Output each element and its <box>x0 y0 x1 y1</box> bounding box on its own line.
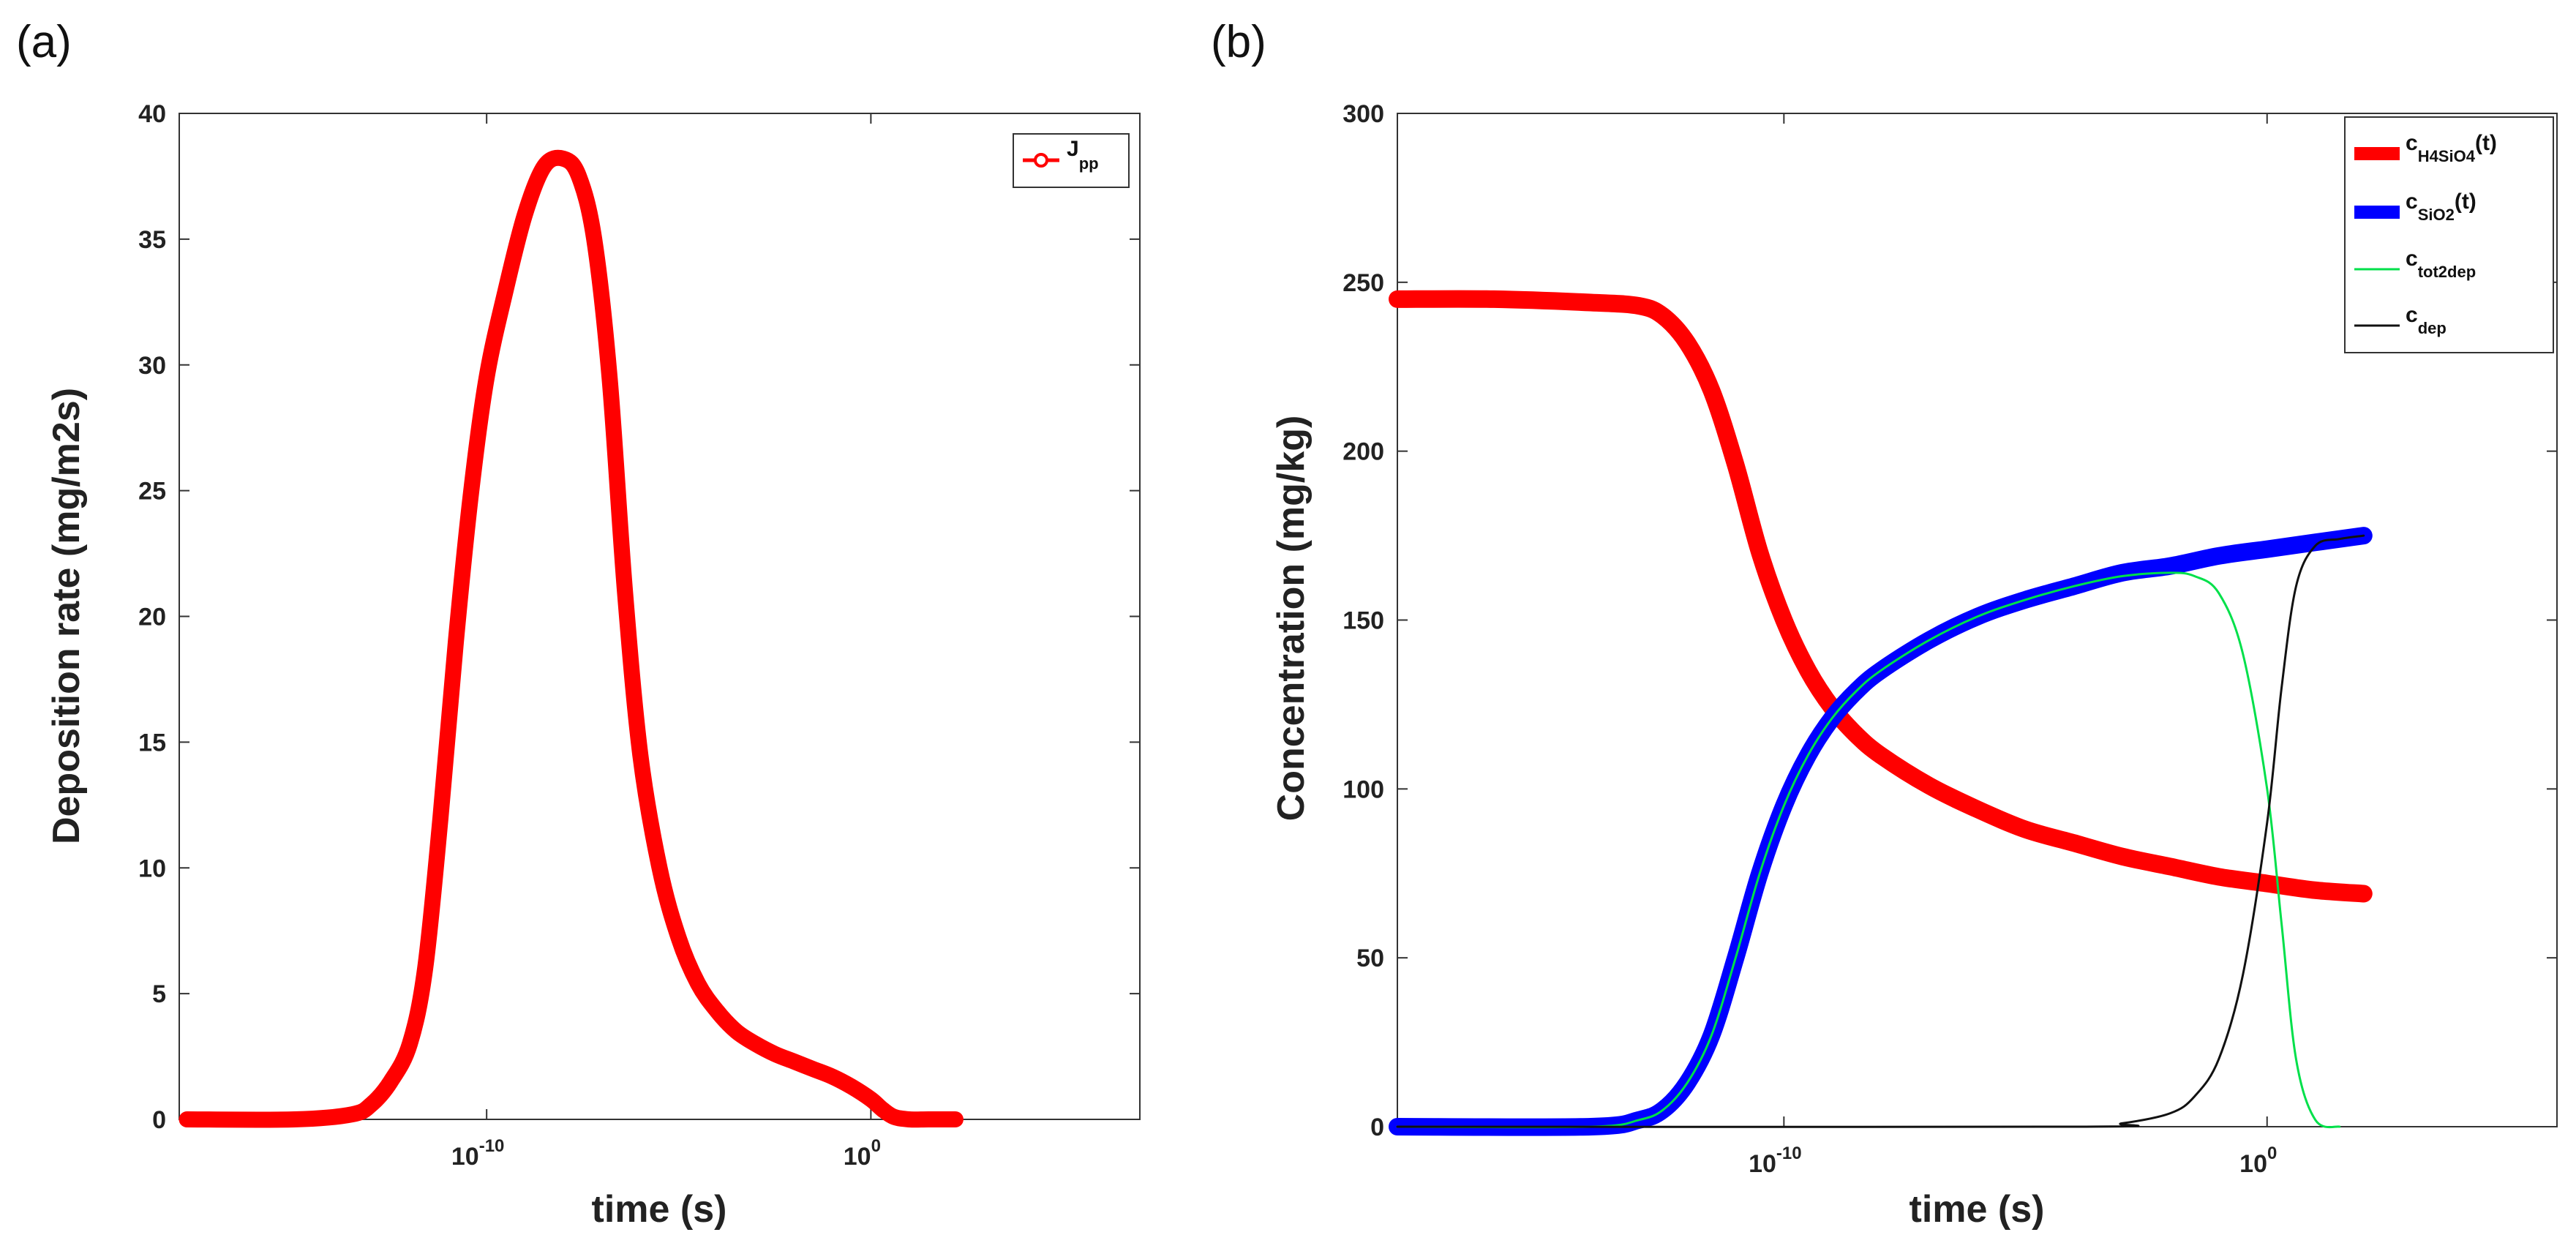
panel-b-series <box>1389 290 2373 1136</box>
panel-b-series-0-end-marker <box>2357 887 2370 900</box>
panel-b-legend: cH4SiO4(t) cSiO2(t) ctot2dep cdep <box>2344 116 2554 353</box>
legend-h4sio4-tail: (t) <box>2475 131 2497 155</box>
legend-sio2-sub: SiO2 <box>2418 206 2455 224</box>
panel-b-xtick-label-1-exponent: 0 <box>2267 1144 2277 1163</box>
panel-a-ytick-label-0: 0 <box>152 1106 166 1134</box>
legend-dep-label: cdep <box>2406 303 2447 337</box>
panel-a-series-pp-line <box>179 149 964 1128</box>
panel-a-plot-frame <box>179 113 1141 1120</box>
panel-a-legend: Jpp <box>1013 133 1130 188</box>
panel-a-ytick-label-1: 5 <box>152 980 166 1008</box>
legend-jpp-base: J <box>1067 137 1079 161</box>
legend-tot2dep-base: c <box>2406 247 2418 271</box>
panel-a-series-0-start-marker <box>181 1114 193 1125</box>
panel-a-ytick-label-3: 15 <box>138 729 166 756</box>
panel-a-legend-label: Jpp <box>1067 137 1099 173</box>
panel-a-series-0-end-marker <box>949 1114 961 1125</box>
panel-b-x-axis-title: time (s) <box>1910 1188 2045 1231</box>
panel-b-series-sio2-line <box>1389 527 2373 1136</box>
legend-tot2dep-label: ctot2dep <box>2406 247 2476 281</box>
panel-a-label: (a) <box>16 17 72 67</box>
panel-a-grid-ticks <box>179 113 1140 1120</box>
panel-a-ytick-label-5: 25 <box>138 478 166 506</box>
panel-b-label: (b) <box>1211 17 1266 67</box>
legend-h4sio4-label: cH4SiO4(t) <box>2406 131 2497 165</box>
panel-b-series-0-start-marker <box>1392 293 1403 305</box>
panel-b-y-axis-title: Concentration (mg/kg) <box>1270 416 1313 822</box>
panel-a-xtick-label-1: 100 <box>844 1136 881 1171</box>
legend-sio2-tail: (t) <box>2455 189 2477 214</box>
panel-b-series-h4sio4-line <box>1389 290 2373 903</box>
panel-b-xtick-label-0-exponent: -10 <box>1776 1144 1802 1163</box>
panel-a-xtick-label-0-exponent: -10 <box>479 1136 505 1156</box>
panel-b-ytick-label-6: 300 <box>1343 100 1384 128</box>
legend-dep-sub: dep <box>2418 319 2447 337</box>
panel-a-xtick-label-1-exponent: 0 <box>871 1136 881 1156</box>
legend-dep-base: c <box>2406 303 2418 327</box>
panel-b-ytick-label-2: 100 <box>1343 776 1384 803</box>
legend-h4sio4-sub: H4SiO4 <box>2418 147 2476 165</box>
panel-a-tick-labels: 0 5 10 15 20 25 30 35 40 10-10 100 <box>138 100 881 1171</box>
legend-jpp-sub: pp <box>1079 154 1099 173</box>
panel-b-tick-labels: 0 50 100 150 200 250 300 10-10 100 <box>1343 100 2277 1178</box>
panel-a-xtick-label-0: 10-10 <box>451 1136 505 1171</box>
legend-h4sio4-base: c <box>2406 131 2418 155</box>
panel-b-series-dep-line <box>1396 534 2365 1128</box>
panel-a-ytick-label-2: 10 <box>138 855 166 882</box>
panel-b-xtick-label-1: 100 <box>2239 1144 2277 1178</box>
panel-b-xtick-label-0: 10-10 <box>1749 1144 1802 1178</box>
panel-a-ytick-label-7: 35 <box>138 226 166 254</box>
legend-sio2-label: cSiO2(t) <box>2406 189 2477 224</box>
panel-a-series <box>179 149 964 1128</box>
panel-b-ytick-label-0: 0 <box>1370 1114 1384 1141</box>
panel-b-ytick-label-1: 50 <box>1356 945 1384 972</box>
panel-b-ytick-label-5: 250 <box>1343 269 1384 297</box>
panel-a-y-axis-title: Deposition rate (mg/m2s) <box>45 388 88 844</box>
panel-a-x-axis-title: time (s) <box>592 1188 727 1231</box>
panel-a-ytick-label-6: 30 <box>138 352 166 380</box>
legend-tot2dep-sub: tot2dep <box>2418 263 2476 281</box>
legend-sio2-base: c <box>2406 189 2418 214</box>
panel-b-series-tot2dep-line <box>1396 571 2341 1129</box>
panel-b-ytick-label-3: 150 <box>1343 607 1384 635</box>
panel-a: (a) 0 5 10 15 20 25 30 35 40 10-10 100 time (s) De… <box>16 17 1141 1231</box>
panel-a-legend-marker <box>1034 153 1048 168</box>
panel-a-ytick-label-8: 40 <box>138 100 166 128</box>
panel-b-ytick-label-4: 200 <box>1343 438 1384 466</box>
panel-a-ytick-label-4: 20 <box>138 604 166 631</box>
